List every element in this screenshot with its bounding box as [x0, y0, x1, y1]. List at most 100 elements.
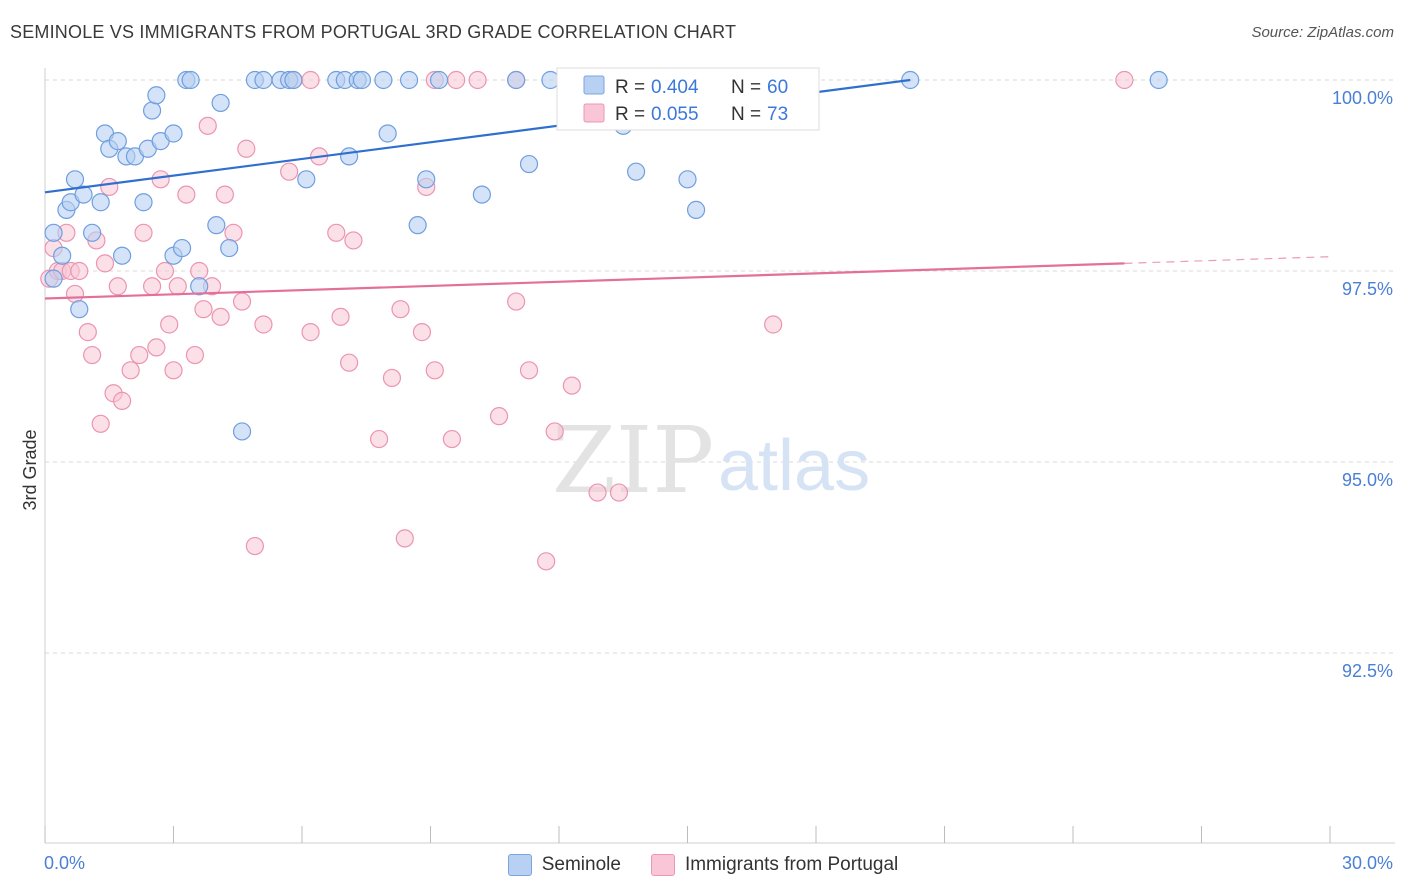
point-portugal-37: [237, 139, 256, 158]
legend-label-seminole: Seminole: [541, 854, 621, 875]
point-portugal-35: [224, 223, 243, 242]
point-portugal-26: [168, 277, 187, 296]
y-tick-label-1: 95.0%: [1342, 470, 1393, 490]
point-portugal-48: [344, 231, 363, 250]
point-seminole-44: [399, 70, 419, 90]
legend-n-label-1: N =: [731, 77, 761, 98]
point-seminole-18: [142, 101, 162, 120]
trend-line-portugal-extension: [1124, 256, 1331, 264]
chart-title: SEMINOLE VS IMMIGRANTS FROM PORTUGAL 3RD…: [10, 22, 737, 42]
point-seminole-5: [65, 170, 85, 189]
point-portugal-61: [507, 292, 526, 311]
point-portugal-67: [588, 483, 607, 502]
point-portugal-65: [545, 422, 564, 441]
point-seminole-59: [1149, 70, 1168, 90]
watermark-atlas: atlas: [718, 426, 870, 506]
y-axis-label: 3rd Grade: [20, 429, 40, 510]
point-portugal-59: [468, 70, 487, 90]
point-portugal-34: [215, 185, 234, 204]
point-portugal-47: [340, 353, 359, 372]
point-seminole-48: [472, 185, 491, 204]
point-portugal-6: [65, 284, 85, 304]
x-tick-label-0: 0.0%: [44, 853, 85, 873]
point-seminole-39: [340, 147, 359, 166]
point-seminole-47: [429, 70, 449, 90]
point-portugal-40: [280, 162, 299, 181]
legend-swatch-seminole: [583, 75, 605, 95]
point-portugal-19: [134, 223, 153, 242]
point-portugal-22: [151, 170, 170, 189]
point-portugal-36: [232, 292, 252, 311]
legend-swatch-portugal-bottom: [650, 854, 675, 876]
point-seminole-32: [254, 70, 273, 90]
point-portugal-28: [185, 345, 205, 365]
point-portugal-16: [112, 391, 132, 410]
point-portugal-33: [211, 307, 230, 326]
point-seminole-10: [112, 246, 132, 265]
point-portugal-53: [412, 323, 432, 342]
legend-box: R = 0.404 N = 60 R = 0.055 N = 73: [556, 67, 820, 131]
point-portugal-12: [95, 254, 115, 273]
point-seminole-7: [70, 300, 89, 319]
legend-r-value-2: 0.055: [651, 104, 699, 125]
bottom-legend: Seminole Immigrants from Portugal: [0, 850, 1406, 880]
point-portugal-64: [537, 552, 556, 571]
legend-r-value-1: 0.404: [651, 77, 699, 98]
point-portugal-11: [91, 414, 110, 433]
point-seminole-24: [190, 277, 209, 296]
point-portugal-50: [382, 368, 402, 388]
point-seminole-26: [181, 70, 200, 90]
point-seminole-36: [297, 170, 316, 189]
point-portugal-31: [198, 116, 217, 135]
point-portugal-46: [331, 307, 350, 326]
source-label: Source: ZipAtlas.com: [1251, 24, 1394, 41]
legend-label-portugal: Immigrants from Portugal: [684, 854, 899, 875]
point-seminole-28: [211, 93, 230, 113]
point-portugal-13: [100, 177, 119, 197]
point-seminole-2: [53, 246, 72, 265]
legend-item-seminole: Seminole: [507, 854, 621, 876]
y-tick-label-3: 100.0%: [1332, 88, 1393, 108]
point-portugal-8: [78, 323, 97, 342]
point-portugal-60: [489, 407, 509, 426]
point-portugal-17: [121, 361, 140, 380]
x-tick-label-1: 30.0%: [1342, 853, 1393, 873]
point-portugal-42: [301, 70, 320, 90]
point-portugal-20: [142, 277, 162, 296]
point-portugal-68: [609, 483, 629, 502]
point-portugal-51: [391, 300, 410, 319]
point-seminole-46: [417, 170, 436, 189]
watermark-zip: ZIP: [552, 407, 714, 514]
point-seminole-19: [147, 86, 166, 105]
tick-labels: 92.5% 95.0% 97.5% 100.0% 0.0% 30.0%: [44, 88, 1393, 873]
point-seminole-56: [686, 200, 706, 219]
point-portugal-39: [254, 315, 273, 334]
point-seminole-6: [74, 185, 93, 204]
point-seminole-54: [626, 162, 646, 181]
point-seminole-43: [378, 124, 397, 143]
legend-n-value-1: 60: [767, 77, 788, 98]
point-seminole-49: [507, 70, 526, 90]
point-portugal-15: [108, 277, 127, 296]
point-portugal-21: [147, 338, 166, 357]
point-portugal-63: [519, 361, 539, 380]
point-portugal-18: [130, 345, 149, 365]
point-portugal-29: [190, 261, 209, 281]
point-portugal-57: [442, 429, 462, 449]
point-portugal-66: [562, 376, 581, 395]
point-portugal-7: [70, 261, 89, 281]
watermark: ZIP atlas: [552, 407, 870, 514]
legend-swatch-portugal: [583, 103, 605, 123]
point-portugal-45: [327, 223, 346, 242]
point-portugal-24: [160, 315, 179, 334]
legend-n-label-2: N =: [731, 104, 761, 125]
point-portugal-43: [301, 323, 320, 342]
point-seminole-13: [108, 132, 127, 151]
point-seminole-16: [134, 193, 153, 212]
point-seminole-29: [220, 238, 239, 258]
point-portugal-25: [164, 361, 183, 380]
legend-r-label-1: R =: [615, 77, 645, 98]
point-seminole-27: [207, 216, 226, 235]
point-seminole-42: [374, 70, 393, 90]
